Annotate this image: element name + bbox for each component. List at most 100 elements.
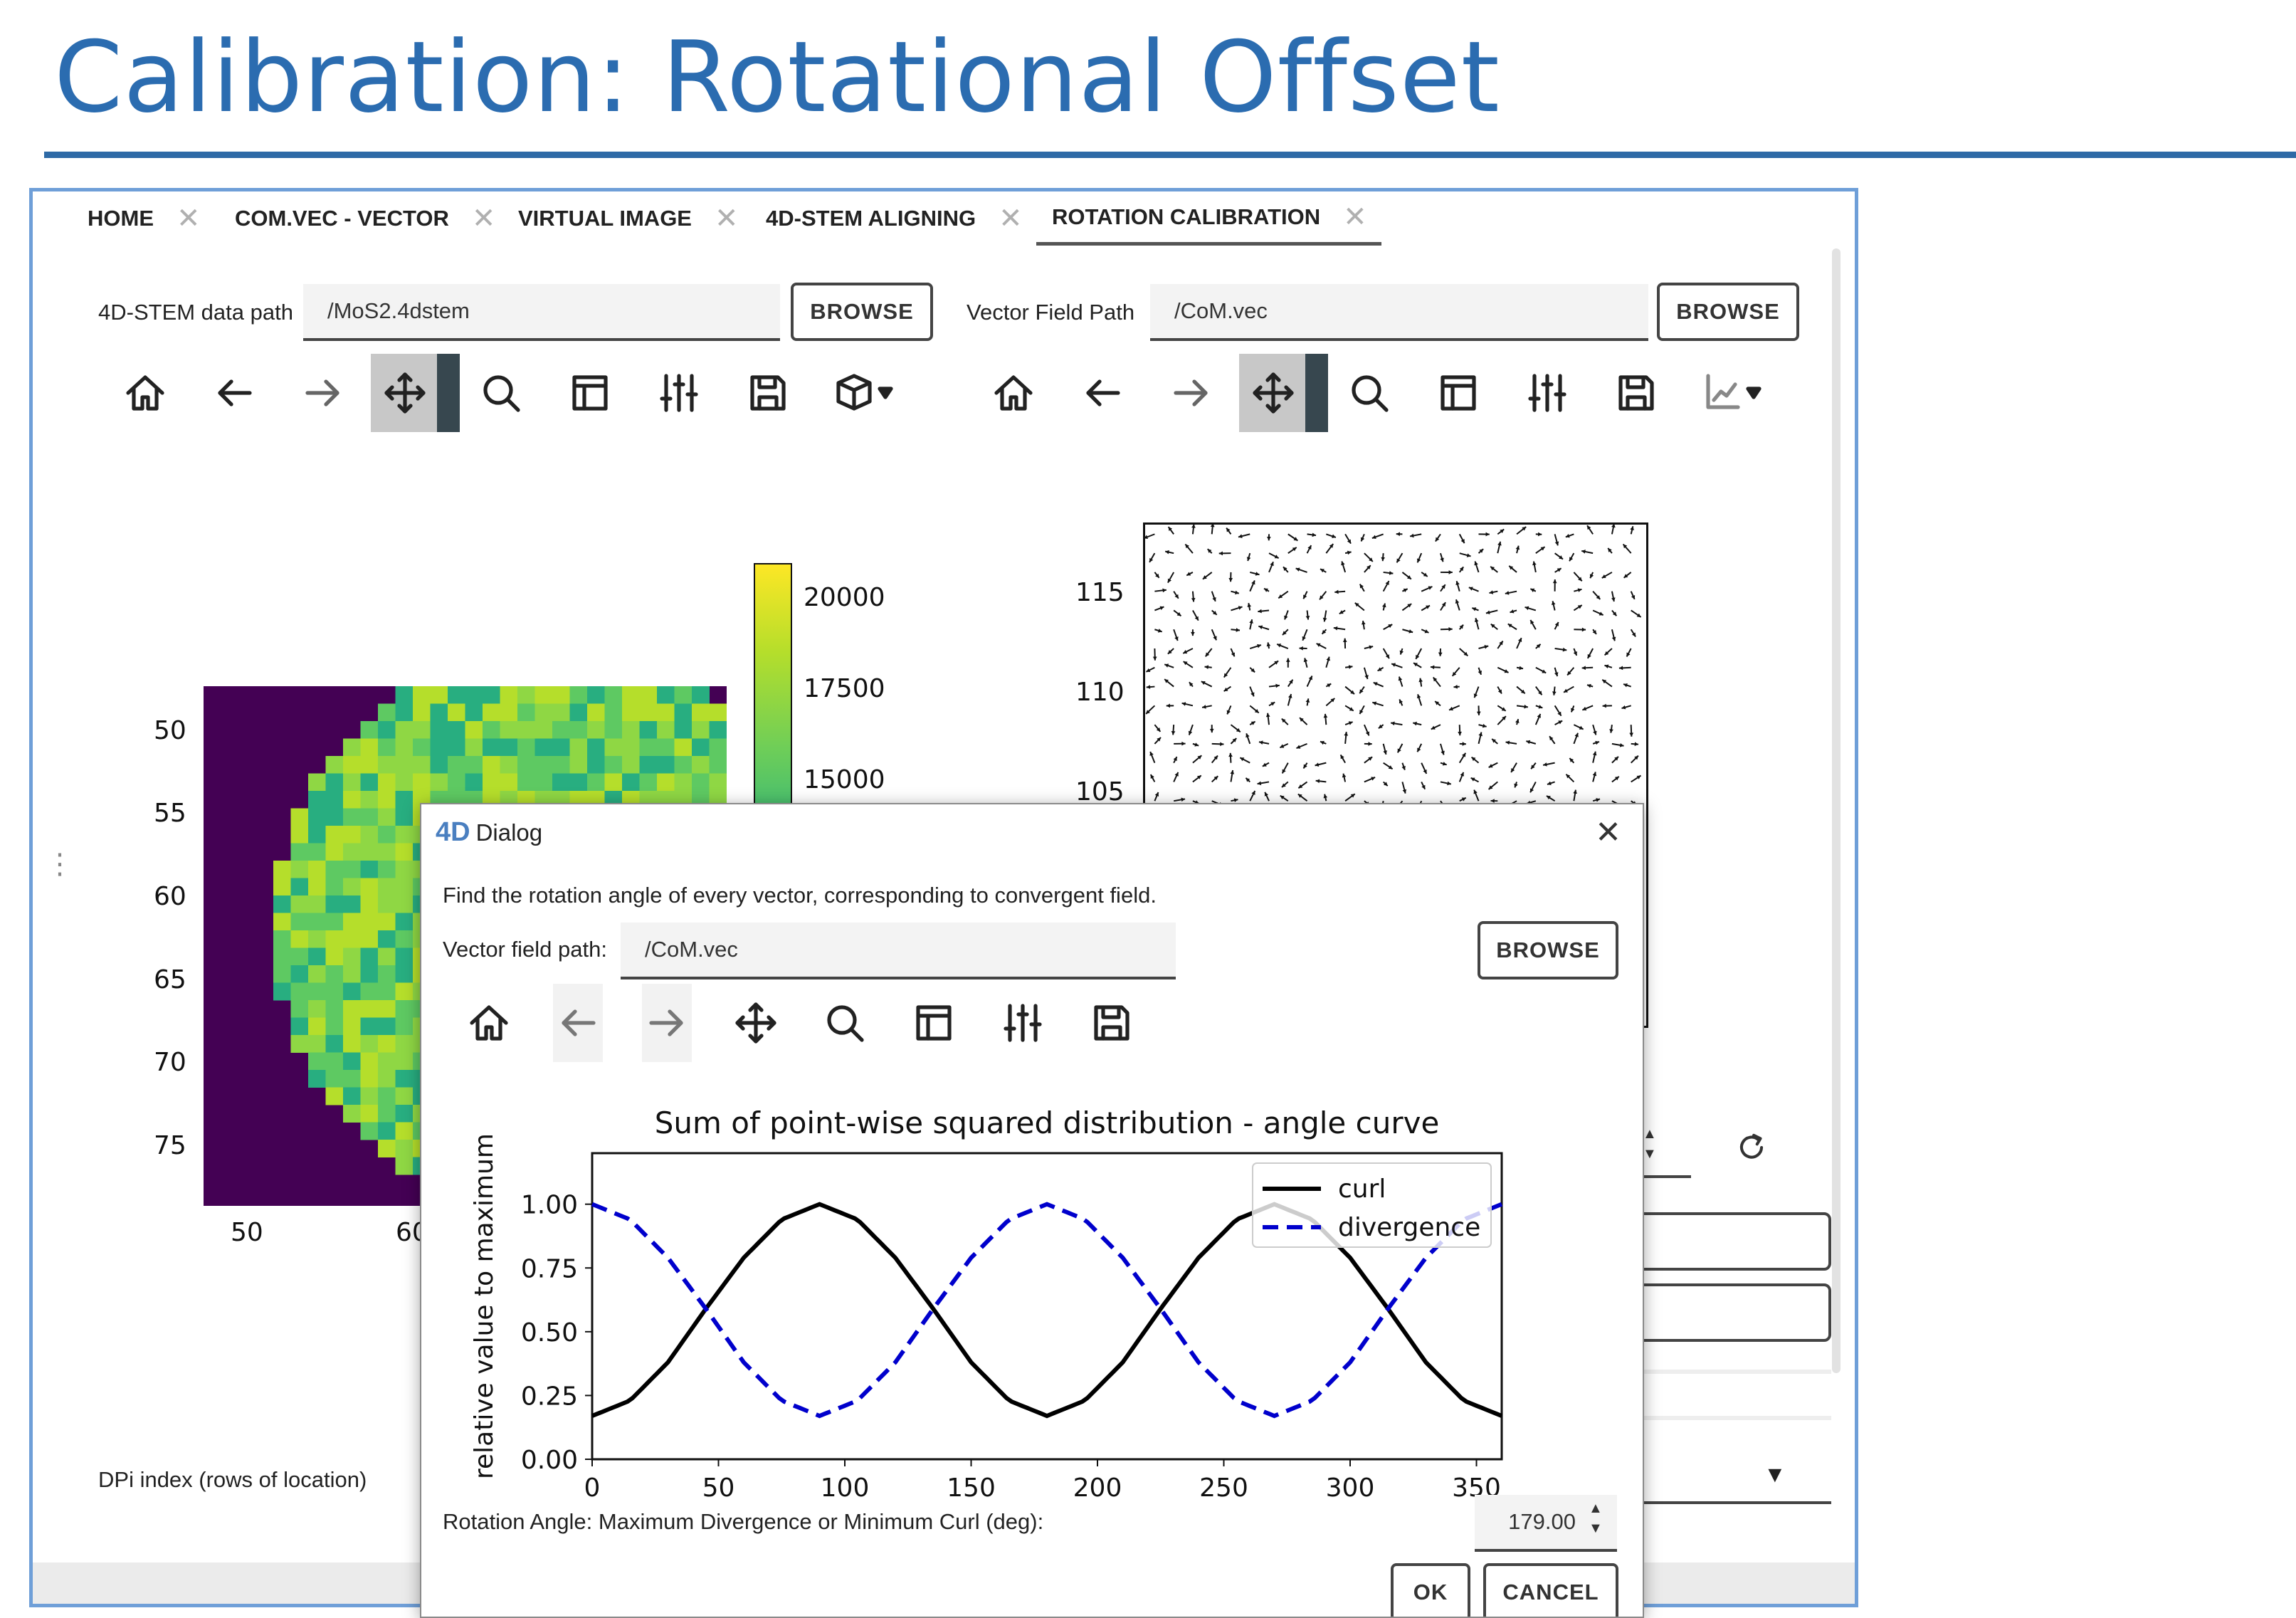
browse-data-button[interactable]: BROWSE (791, 283, 933, 341)
heatmap-cell (360, 930, 379, 948)
ok-button[interactable]: OK (1391, 1563, 1470, 1617)
tab-com-vec-vector[interactable]: COM.VEC - VECTOR ✕ (235, 191, 495, 246)
vector-arrow (1192, 742, 1199, 747)
back-button[interactable] (195, 354, 273, 432)
close-icon[interactable]: ✕ (715, 203, 739, 234)
close-icon[interactable]: ✕ (177, 203, 201, 234)
vector-arrow (1535, 685, 1543, 695)
vector-arrow (1281, 762, 1289, 774)
refresh-icon[interactable] (1734, 1130, 1769, 1165)
vector-arrow (1416, 552, 1423, 563)
dialog-browse-button[interactable]: BROWSE (1478, 921, 1618, 979)
chevron-down-icon[interactable]: ▼ (1764, 1461, 1786, 1487)
vector-arrow (1344, 665, 1353, 669)
heatmap-cell (273, 878, 291, 896)
pan-button[interactable] (371, 354, 460, 432)
heatmap-cell (325, 930, 344, 948)
vector-arrow (1458, 624, 1464, 630)
heatmap-cell (534, 738, 553, 757)
vector-arrow (1401, 588, 1408, 593)
back-button[interactable] (1063, 354, 1142, 432)
back-button[interactable] (553, 984, 603, 1062)
heatmap-cell (273, 895, 291, 913)
view-dropdown-button[interactable] (819, 354, 908, 432)
heatmap-cell (378, 1140, 396, 1157)
heatmap-cell (587, 721, 605, 739)
close-icon[interactable]: ✕ (1595, 815, 1621, 850)
heatmap-cell (343, 773, 361, 792)
vector-arrow (1542, 762, 1555, 767)
vector-arrow (1382, 743, 1387, 755)
heatmap-cell (395, 947, 414, 966)
vector-arrow (1183, 661, 1194, 668)
heatmap-cell (343, 756, 361, 774)
vector-arrow (1563, 685, 1574, 693)
rotation-angle-input[interactable]: 179.00 (1475, 1495, 1617, 1552)
vector-arrow (1470, 756, 1480, 764)
home-button[interactable] (106, 354, 184, 432)
vector-arrow (1164, 550, 1174, 555)
close-icon[interactable]: ✕ (1343, 201, 1367, 233)
angle-curve-chart[interactable]: Sum of point-wise squared distribution -… (421, 1082, 1644, 1587)
control-field[interactable] (1634, 1212, 1831, 1271)
home-button[interactable] (974, 354, 1053, 432)
dialog-vector-path-input[interactable]: /CoM.vec (621, 923, 1176, 979)
tab-rotation-calibration[interactable]: ROTATION CALIBRATION ✕ (1036, 191, 1381, 246)
save-button[interactable] (729, 354, 807, 432)
heatmap-cell (360, 1122, 379, 1140)
vector-arrow (1146, 666, 1155, 673)
scrollbar[interactable] (1832, 248, 1841, 1373)
zoom-button[interactable] (462, 354, 540, 432)
spin-arrows[interactable]: ▲ ▼ (1643, 1126, 1657, 1162)
save-button[interactable] (1073, 984, 1151, 1062)
vector-arrow (1497, 541, 1502, 554)
spin-arrows[interactable]: ▲ ▼ (1589, 1501, 1603, 1536)
vector-arrow (1573, 604, 1583, 611)
heatmap-cell (378, 826, 396, 844)
vector-arrow (1167, 648, 1174, 655)
heatmap-cell (395, 982, 414, 1001)
close-icon[interactable]: ✕ (999, 203, 1023, 234)
home-button[interactable] (450, 984, 528, 1062)
vector-arrow (1470, 777, 1479, 783)
zoom-button[interactable] (1330, 354, 1408, 432)
tab-virtual-image[interactable]: VIRTUAL IMAGE ✕ (518, 191, 739, 246)
subplots-button[interactable] (1419, 354, 1497, 432)
cancel-button[interactable]: CANCEL (1483, 1563, 1618, 1617)
tab-home[interactable]: HOME ✕ (88, 191, 201, 246)
pan-button[interactable] (1239, 354, 1328, 432)
vector-arrow (1592, 798, 1601, 802)
heatmap-cell (500, 703, 518, 722)
close-icon[interactable]: ✕ (471, 203, 496, 234)
forward-button[interactable] (642, 984, 692, 1062)
customize-button[interactable] (1508, 354, 1586, 432)
tab-4d-stem-aligning[interactable]: 4D-STEM ALIGNING ✕ (766, 191, 1023, 246)
forward-button[interactable] (1152, 354, 1231, 432)
heatmap-cell (360, 1087, 379, 1105)
heatmap-cell (622, 756, 640, 774)
dropdown-underline (1634, 1501, 1831, 1504)
pan-button[interactable] (717, 984, 795, 1062)
save-button[interactable] (1597, 354, 1675, 432)
heatmap-cell (465, 686, 483, 704)
vector-arrow (1516, 526, 1527, 535)
data-path-input[interactable]: /MoS2.4dstem (303, 284, 780, 341)
heatmap-cell (552, 721, 570, 739)
subplots-button[interactable] (551, 354, 629, 432)
vector-arrow (1611, 591, 1616, 602)
control-field[interactable] (1634, 1283, 1831, 1342)
subplots-button[interactable] (895, 984, 973, 1062)
splitter-handle[interactable]: ⋮ (46, 849, 74, 880)
heatmap-cell (308, 930, 326, 948)
customize-button[interactable] (640, 354, 718, 432)
vector-field-path-input[interactable]: /CoM.vec (1150, 284, 1648, 341)
vector-arrow (1306, 676, 1313, 687)
heatmap-cell (604, 773, 623, 792)
browse-vector-button[interactable]: BROWSE (1657, 283, 1799, 341)
customize-button[interactable] (984, 984, 1062, 1062)
save-icon (750, 375, 786, 411)
forward-button[interactable] (284, 354, 362, 432)
zoom-button[interactable] (806, 984, 884, 1062)
axes-dropdown-button[interactable] (1687, 354, 1776, 432)
vector-arrow (1623, 683, 1631, 688)
